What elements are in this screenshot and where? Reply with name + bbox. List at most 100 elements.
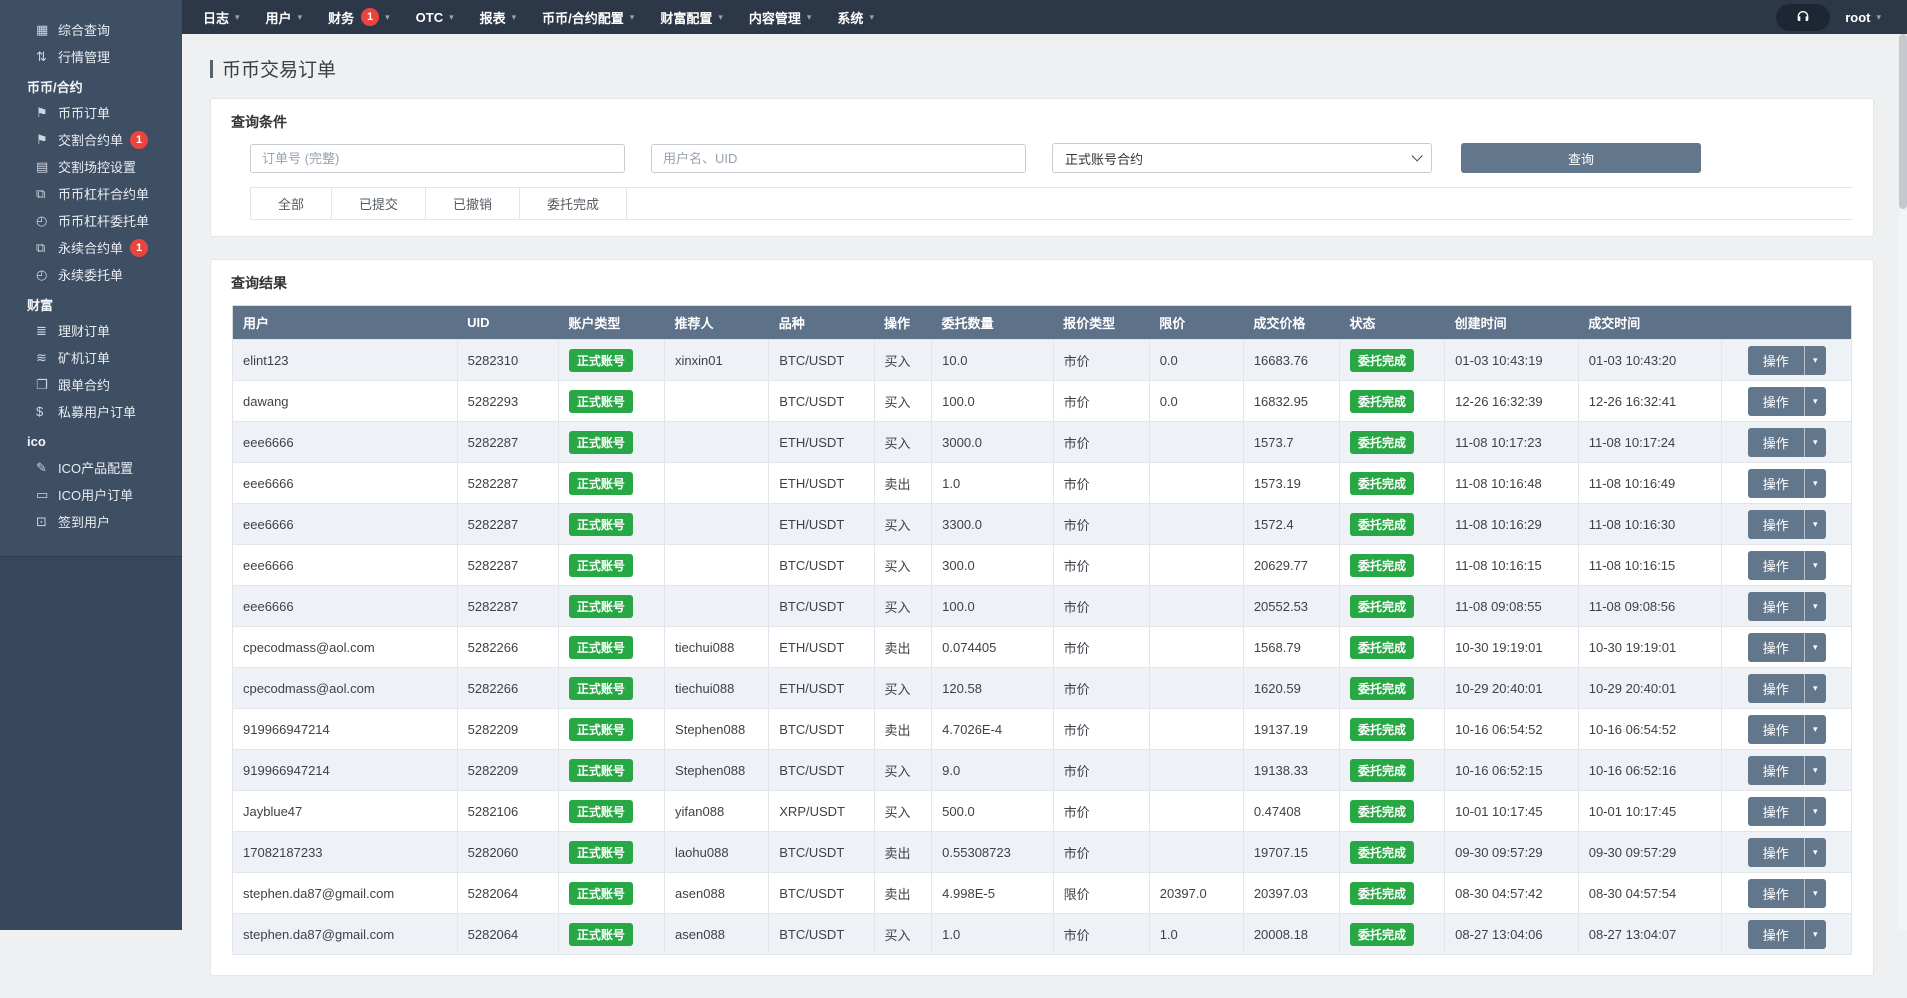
row-action-split-button[interactable]: 操作▾ (1748, 551, 1826, 580)
scrollbar-thumb[interactable] (1899, 34, 1907, 209)
row-action-split-button[interactable]: 操作▾ (1748, 674, 1826, 703)
filter-tab-3[interactable]: 委托完成 (519, 188, 627, 219)
sidebar-item-ico-product-config[interactable]: ✎ICO产品配置 (0, 454, 182, 481)
file-icon: ▤ (36, 159, 58, 175)
cell-referrer (665, 381, 769, 422)
row-action-button[interactable]: 操作 (1748, 592, 1804, 621)
row-action-split-button[interactable]: 操作▾ (1748, 346, 1826, 375)
row-action-dropdown-toggle[interactable]: ▾ (1804, 797, 1826, 826)
nav-item-logs[interactable]: 日志▾ (190, 0, 253, 34)
row-action-split-button[interactable]: 操作▾ (1748, 879, 1826, 908)
cell-price-type: 市价 (1053, 422, 1149, 463)
row-action-button[interactable]: 操作 (1748, 674, 1804, 703)
row-action-dropdown-toggle[interactable]: ▾ (1804, 592, 1826, 621)
order-number-input[interactable] (250, 144, 625, 173)
nav-item-label: 日志 (203, 8, 229, 27)
sidebar-section-wealth: 财富 (0, 291, 182, 317)
nav-item-wealth-config[interactable]: 财富配置▾ (647, 0, 736, 34)
row-action-dropdown-toggle[interactable]: ▾ (1804, 838, 1826, 867)
account-type-badge: 正式账号 (569, 472, 633, 495)
row-action-button[interactable]: 操作 (1748, 469, 1804, 498)
row-action-dropdown-toggle[interactable]: ▾ (1804, 387, 1826, 416)
username-uid-input[interactable] (651, 144, 1026, 173)
cell-actions: 操作▾ (1722, 750, 1852, 791)
cell-created-at: 10-16 06:52:15 (1445, 750, 1579, 791)
row-action-split-button[interactable]: 操作▾ (1748, 592, 1826, 621)
sidebar-item-private-fund-orders[interactable]: $私募用户订单 (0, 398, 182, 425)
row-action-dropdown-toggle[interactable]: ▾ (1804, 346, 1826, 375)
cell-uid: 5282209 (457, 709, 558, 750)
row-action-split-button[interactable]: 操作▾ (1748, 920, 1826, 949)
scrollbar-track[interactable] (1899, 34, 1907, 930)
row-action-dropdown-toggle[interactable]: ▾ (1804, 879, 1826, 908)
nav-item-system[interactable]: 系统▾ (824, 0, 887, 34)
sidebar-item-coin-margin-entrusts[interactable]: ◴币币杠杆委托单 (0, 207, 182, 234)
nav-item-content-mgmt[interactable]: 内容管理▾ (736, 0, 825, 34)
sidebar-item-overview-query[interactable]: ▦综合查询 (0, 16, 182, 43)
sidebar-item-wealth-orders[interactable]: ≣理财订单 (0, 317, 182, 344)
cell-dealt-at: 10-16 06:54:52 (1578, 709, 1722, 750)
sidebar-item-miner-orders[interactable]: ≋矿机订单 (0, 344, 182, 371)
row-action-button[interactable]: 操作 (1748, 756, 1804, 785)
row-action-dropdown-toggle[interactable]: ▾ (1804, 920, 1826, 949)
row-action-button[interactable]: 操作 (1748, 838, 1804, 867)
user-menu[interactable]: root (1845, 10, 1870, 25)
row-action-button[interactable]: 操作 (1748, 797, 1804, 826)
row-action-split-button[interactable]: 操作▾ (1748, 797, 1826, 826)
row-action-dropdown-toggle[interactable]: ▾ (1804, 428, 1826, 457)
row-action-split-button[interactable]: 操作▾ (1748, 838, 1826, 867)
nav-item-reports[interactable]: 报表▾ (467, 0, 530, 34)
search-button[interactable]: 查询 (1461, 143, 1701, 173)
sidebar-item-follow-contracts[interactable]: ❐跟单合约 (0, 371, 182, 398)
nav-item-users[interactable]: 用户▾ (253, 0, 316, 34)
nav-item-otc[interactable]: OTC▾ (403, 0, 467, 34)
sidebar-item-delivery-risk-settings[interactable]: ▤交割场控设置 (0, 153, 182, 180)
row-action-dropdown-toggle[interactable]: ▾ (1804, 633, 1826, 662)
row-action-dropdown-toggle[interactable]: ▾ (1804, 674, 1826, 703)
filter-tab-0[interactable]: 全部 (250, 188, 331, 219)
cell-price-type: 市价 (1053, 668, 1149, 709)
row-action-dropdown-toggle[interactable]: ▾ (1804, 715, 1826, 744)
row-action-split-button[interactable]: 操作▾ (1748, 756, 1826, 785)
sidebar-item-ico-user-orders[interactable]: ▭ICO用户订单 (0, 481, 182, 508)
sidebar-item-perpetual-entrusts[interactable]: ◴永续委托单 (0, 261, 182, 288)
sidebar-item-checkin-users[interactable]: ⊡签到用户 (0, 508, 182, 535)
row-action-button[interactable]: 操作 (1748, 715, 1804, 744)
account-type-select[interactable]: 正式账号合约 (1052, 143, 1432, 173)
row-action-split-button[interactable]: 操作▾ (1748, 715, 1826, 744)
status-badge: 委托完成 (1350, 841, 1414, 864)
row-action-button[interactable]: 操作 (1748, 551, 1804, 580)
row-action-dropdown-toggle[interactable]: ▾ (1804, 551, 1826, 580)
row-action-split-button[interactable]: 操作▾ (1748, 469, 1826, 498)
row-action-button[interactable]: 操作 (1748, 920, 1804, 949)
row-action-dropdown-toggle[interactable]: ▾ (1804, 469, 1826, 498)
cell-referrer: Stephen088 (665, 750, 769, 791)
support-button[interactable] (1776, 4, 1830, 31)
row-action-split-button[interactable]: 操作▾ (1748, 387, 1826, 416)
row-action-button[interactable]: 操作 (1748, 428, 1804, 457)
row-action-button[interactable]: 操作 (1748, 510, 1804, 539)
row-action-button[interactable]: 操作 (1748, 633, 1804, 662)
filter-tab-2[interactable]: 已撤销 (425, 188, 519, 219)
row-action-split-button[interactable]: 操作▾ (1748, 633, 1826, 662)
column-header: 报价类型 (1053, 306, 1149, 340)
sidebar-item-coin-orders[interactable]: ⚑币币订单 (0, 99, 182, 126)
sidebar-item-market-mgmt[interactable]: ⇅行情管理 (0, 43, 182, 70)
row-action-split-button[interactable]: 操作▾ (1748, 428, 1826, 457)
row-action-button[interactable]: 操作 (1748, 346, 1804, 375)
nav-item-coin-contract-config[interactable]: 币币/合约配置▾ (529, 0, 647, 34)
row-action-split-button[interactable]: 操作▾ (1748, 510, 1826, 539)
sidebar-item-coin-margin-contracts[interactable]: ⧉币币杠杆合约单 (0, 180, 182, 207)
row-action-button[interactable]: 操作 (1748, 387, 1804, 416)
row-action-dropdown-toggle[interactable]: ▾ (1804, 756, 1826, 785)
account-type-badge: 正式账号 (569, 800, 633, 823)
row-action-dropdown-toggle[interactable]: ▾ (1804, 510, 1826, 539)
row-action-button[interactable]: 操作 (1748, 879, 1804, 908)
filter-tab-1[interactable]: 已提交 (331, 188, 425, 219)
cell-pair: BTC/USDT (769, 750, 874, 791)
